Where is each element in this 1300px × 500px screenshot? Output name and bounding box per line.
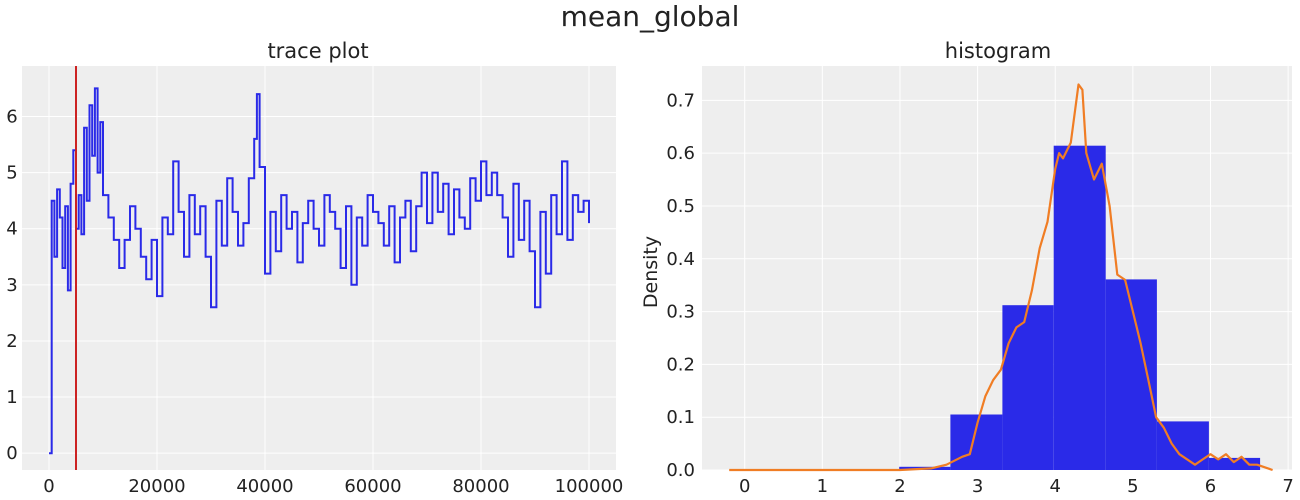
histogram-bar xyxy=(1208,457,1261,470)
histogram-x-tick-label: 0 xyxy=(739,476,750,497)
trace-line xyxy=(49,87,590,455)
histogram-y-tick-label: 0.1 xyxy=(666,407,695,428)
trace-plot-panel: trace plot 0 20000 40000 60000 80000 100000 0… xyxy=(6,39,623,497)
histogram-y-tick-label: 0.4 xyxy=(666,249,695,270)
trace-y-tick-label: 4 xyxy=(6,219,17,240)
trace-gridlines xyxy=(22,66,616,470)
histogram-y-tick-label: 0.0 xyxy=(666,460,695,481)
trace-y-tick-label: 5 xyxy=(6,163,17,184)
figure-title: mean_global xyxy=(561,0,740,33)
trace-y-tick-label: 6 xyxy=(6,107,17,128)
trace-x-tick-label: 100000 xyxy=(555,476,624,497)
trace-x-tick-label: 0 xyxy=(43,476,54,497)
trace-plot-area xyxy=(22,66,616,470)
trace-series xyxy=(49,66,590,470)
histogram-y-tick-labels: 0.0 0.1 0.2 0.3 0.4 0.5 0.6 0.7 xyxy=(666,90,695,481)
histogram-bars xyxy=(899,145,1261,470)
density-curve-group xyxy=(729,83,1273,472)
trace-x-tick-label: 60000 xyxy=(344,476,401,497)
histogram-y-tick-label: 0.5 xyxy=(666,196,695,217)
trace-x-tick-labels: 0 20000 40000 60000 80000 100000 xyxy=(43,476,623,497)
histogram-bar xyxy=(1105,279,1157,470)
histogram-x-tick-label: 5 xyxy=(1127,476,1138,497)
histogram-x-tick-label: 1 xyxy=(817,476,828,497)
histogram-y-axis-label: Density xyxy=(640,236,662,308)
histogram-x-tick-labels: 0 1 2 3 4 5 6 7 xyxy=(739,476,1294,497)
trace-y-tick-label: 0 xyxy=(6,443,17,464)
histogram-y-tick-label: 0.7 xyxy=(666,90,695,111)
histogram-y-tick-label: 0.2 xyxy=(666,354,695,375)
histogram-bar xyxy=(1002,305,1054,470)
trace-y-tick-label: 3 xyxy=(6,275,17,296)
histogram-x-tick-label: 4 xyxy=(1049,476,1060,497)
histogram-y-tick-label: 0.3 xyxy=(666,302,695,323)
histogram-x-tick-label: 7 xyxy=(1282,476,1293,497)
trace-y-tick-label: 1 xyxy=(6,387,17,408)
histogram-title: histogram xyxy=(945,39,1051,63)
histogram-plot-area xyxy=(702,66,1292,470)
trace-x-tick-label: 20000 xyxy=(128,476,185,497)
trace-x-tick-label: 40000 xyxy=(236,476,293,497)
trace-y-tick-labels: 0 1 2 3 4 5 6 xyxy=(6,107,17,465)
histogram-bar xyxy=(1053,145,1106,470)
trace-plot-title: trace plot xyxy=(267,39,368,63)
density-curve xyxy=(729,83,1273,472)
histogram-x-tick-label: 2 xyxy=(894,476,905,497)
trace-x-tick-label: 80000 xyxy=(452,476,509,497)
trace-y-tick-label: 2 xyxy=(6,331,17,352)
histogram-x-tick-label: 6 xyxy=(1205,476,1216,497)
histogram-panel: histogram 0 1 2 3 4 5 6 7 0.0 0.1 0.2 0.3 0.4 0.5 0.6… xyxy=(640,39,1294,497)
histogram-x-tick-label: 3 xyxy=(972,476,983,497)
histogram-y-tick-label: 0.6 xyxy=(666,143,695,164)
